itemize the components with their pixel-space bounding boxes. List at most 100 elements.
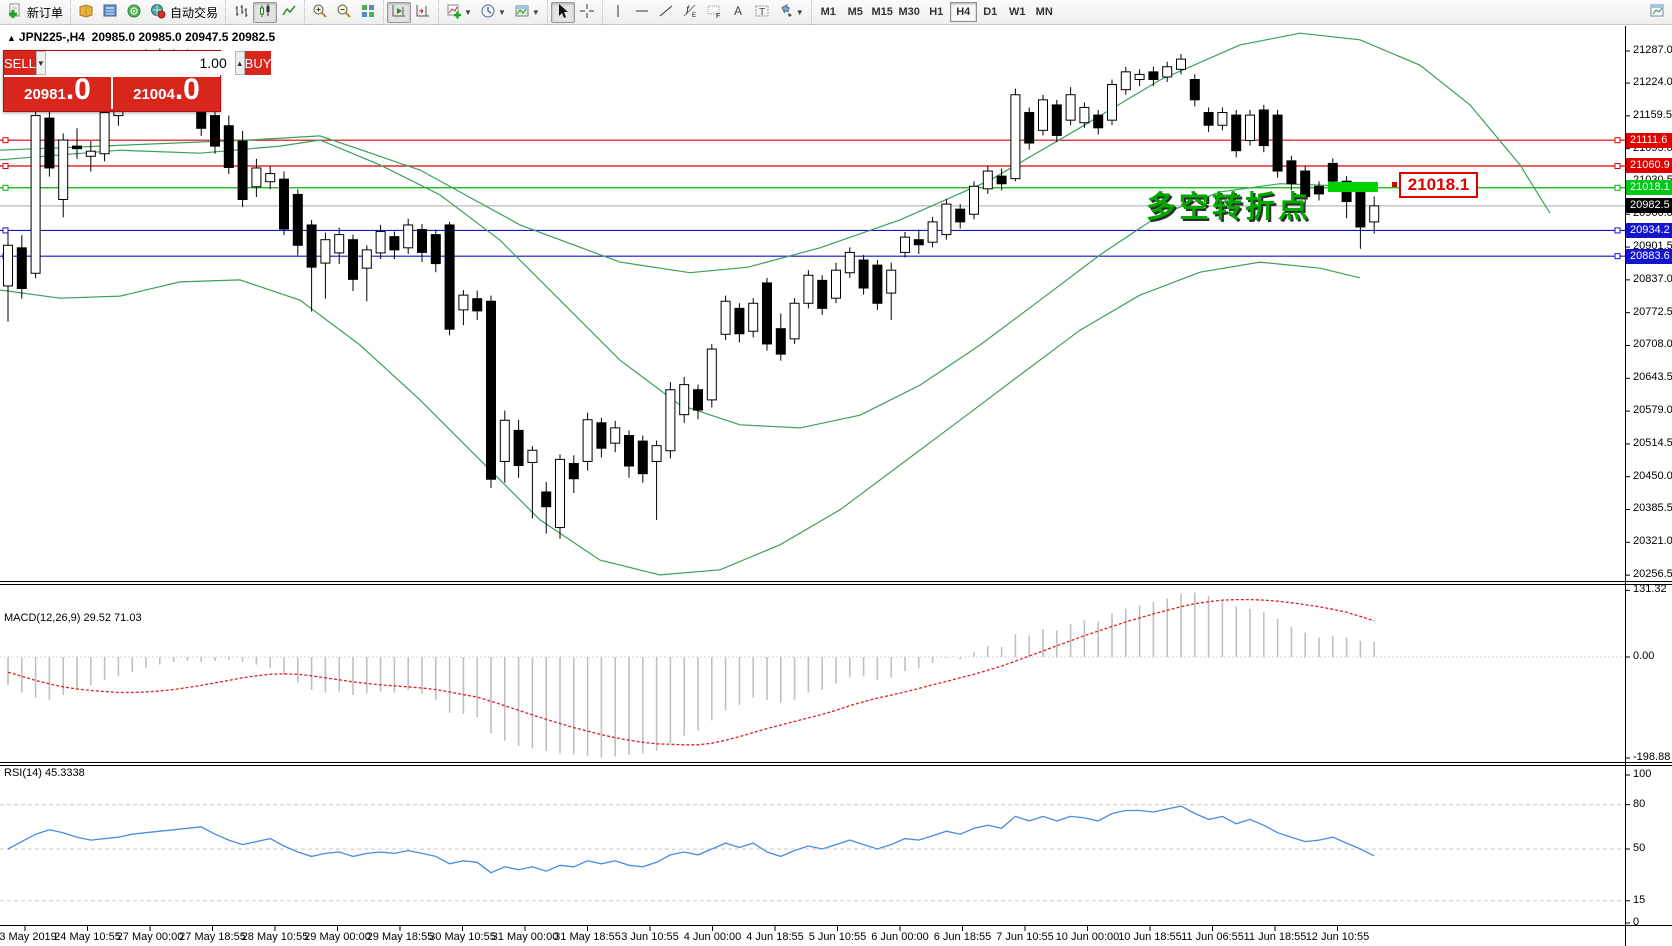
timeframe-button-m5[interactable]: M5 bbox=[847, 6, 863, 18]
line-handle[interactable] bbox=[1614, 137, 1621, 144]
line-handle[interactable] bbox=[1614, 253, 1621, 260]
candle-body bbox=[16, 247, 27, 290]
navigator-icon bbox=[126, 3, 142, 22]
line-chart-button[interactable] bbox=[277, 2, 301, 23]
toolbar-group-windows: 自动交易 bbox=[70, 0, 225, 25]
auto-scroll-icon bbox=[391, 3, 407, 22]
candle-body bbox=[389, 236, 400, 251]
zoom-in-button[interactable] bbox=[308, 2, 332, 23]
line-handle[interactable] bbox=[1614, 184, 1621, 191]
auto-scroll-button[interactable] bbox=[387, 1, 412, 23]
bar-chart-button[interactable] bbox=[229, 2, 253, 23]
tile-windows-button[interactable] bbox=[356, 2, 380, 23]
zoom-out-button[interactable] bbox=[332, 2, 356, 23]
candle-body bbox=[1245, 114, 1255, 142]
candle-body bbox=[982, 170, 993, 190]
bar-chart-icon bbox=[233, 3, 249, 22]
line-handle[interactable] bbox=[2, 137, 9, 144]
timeframe-button-m30[interactable]: M30 bbox=[898, 6, 920, 18]
timeframe-button-d1[interactable]: D1 bbox=[983, 6, 998, 18]
text-label-icon: T bbox=[754, 3, 770, 22]
chart-canvas[interactable] bbox=[0, 26, 1672, 946]
candle-body bbox=[762, 282, 772, 345]
candle-body bbox=[955, 208, 966, 223]
periods-button[interactable]: ▼ bbox=[476, 2, 510, 23]
candle-body bbox=[430, 234, 441, 265]
shapes-dropdown-arrow[interactable]: ▼ bbox=[795, 7, 804, 17]
timeframe-button-h4[interactable]: H4 bbox=[949, 2, 977, 22]
chart-shift-button[interactable] bbox=[411, 2, 435, 23]
autotrade-button[interactable]: 自动交易 bbox=[146, 2, 222, 23]
candle-body bbox=[1176, 58, 1186, 70]
candle-body bbox=[541, 491, 552, 508]
panel-divider bbox=[111, 77, 113, 109]
timeframe-button-m1[interactable]: M1 bbox=[820, 6, 836, 18]
timeframe-button-m15[interactable]: M15 bbox=[871, 6, 893, 18]
candle-body bbox=[665, 389, 676, 452]
svg-text:E: E bbox=[692, 13, 696, 19]
candle-body bbox=[1107, 84, 1117, 121]
new-chart-window-button[interactable] bbox=[1645, 2, 1669, 23]
zoom-in-icon bbox=[312, 3, 328, 22]
candlestick-chart-button[interactable] bbox=[253, 1, 278, 23]
volume-input[interactable] bbox=[45, 51, 235, 75]
candle-body bbox=[1148, 71, 1159, 80]
candle-body bbox=[582, 419, 593, 462]
candle-body bbox=[1093, 114, 1104, 129]
line-handle[interactable] bbox=[2, 184, 9, 191]
trendline-button[interactable] bbox=[654, 2, 678, 23]
candle-body bbox=[306, 224, 317, 268]
text-button[interactable]: A bbox=[726, 2, 750, 23]
candle-body bbox=[844, 251, 855, 274]
candle-body bbox=[1231, 114, 1242, 152]
candle-body bbox=[720, 300, 731, 335]
line-handle[interactable] bbox=[2, 162, 9, 169]
candle-body bbox=[1120, 71, 1131, 91]
candle-body bbox=[348, 239, 358, 280]
line-handle[interactable] bbox=[1614, 162, 1621, 169]
candle-body bbox=[913, 239, 924, 246]
line-handle[interactable] bbox=[1614, 227, 1621, 234]
bollinger-middle-band bbox=[0, 139, 1378, 429]
toolbar-group-zoom bbox=[304, 0, 383, 25]
volume-increase-button[interactable]: ▲ bbox=[234, 51, 245, 75]
horizontal-line-button[interactable] bbox=[630, 2, 654, 23]
text-label-button[interactable]: T bbox=[750, 2, 774, 23]
candle-body bbox=[1286, 160, 1297, 185]
templates-button[interactable]: ▼ bbox=[510, 2, 544, 23]
data-window-button[interactable] bbox=[98, 2, 122, 23]
timeframe-button-h1[interactable]: H1 bbox=[929, 6, 944, 18]
candle-body bbox=[1258, 109, 1269, 147]
vertical-line-button[interactable] bbox=[606, 2, 630, 23]
horizontal-line-icon bbox=[634, 3, 650, 22]
indicators-dropdown-arrow[interactable]: ▼ bbox=[464, 7, 472, 17]
autotrade-label: 自动交易 bbox=[170, 5, 219, 20]
sell-button[interactable]: SELL bbox=[4, 51, 36, 75]
sell-price[interactable]: 20981 .0 bbox=[4, 75, 111, 109]
buy-price-pips: .0 bbox=[174, 73, 200, 106]
candle-body bbox=[1010, 94, 1021, 180]
buy-button[interactable]: BUY bbox=[244, 51, 272, 75]
crosshair-button[interactable] bbox=[575, 2, 599, 23]
shapes-button[interactable]: ▼ bbox=[774, 2, 808, 23]
periods-dropdown-arrow[interactable]: ▼ bbox=[497, 7, 506, 17]
volume-decrease-button[interactable]: ▼ bbox=[35, 51, 46, 75]
line-handle[interactable] bbox=[2, 227, 9, 234]
templates-icon bbox=[514, 3, 530, 22]
timeframe-button-w1[interactable]: W1 bbox=[1008, 6, 1026, 18]
cursor-button[interactable] bbox=[550, 1, 575, 23]
candle-body bbox=[1300, 170, 1311, 197]
buy-price[interactable]: 21004 .0 bbox=[113, 73, 220, 109]
candle-body bbox=[941, 203, 952, 236]
timeframe-button-mn[interactable]: MN bbox=[1035, 6, 1053, 18]
candle-body bbox=[706, 348, 717, 401]
indicators-button[interactable]: ▼ bbox=[442, 2, 476, 23]
market-watch-button[interactable] bbox=[74, 2, 98, 23]
candle-body bbox=[1327, 162, 1338, 182]
templates-dropdown-arrow[interactable]: ▼ bbox=[531, 7, 540, 17]
new-order-button[interactable]: 新订单 bbox=[3, 2, 67, 23]
grid-button[interactable]: F bbox=[702, 2, 726, 23]
bollinger-upper-band bbox=[0, 32, 1551, 274]
navigator-button[interactable] bbox=[122, 2, 146, 23]
